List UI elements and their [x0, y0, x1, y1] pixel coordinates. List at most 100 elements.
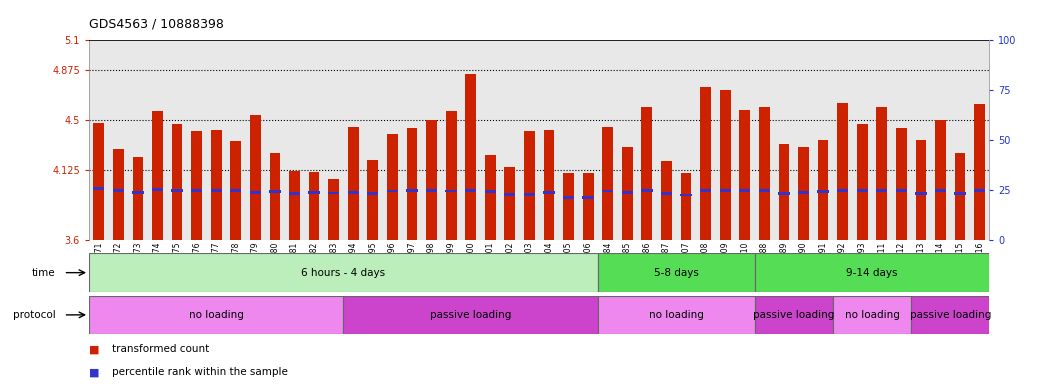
Bar	[563, 196, 574, 199]
Bar	[955, 154, 965, 240]
Bar	[505, 193, 515, 195]
Bar	[856, 189, 868, 192]
Bar	[289, 171, 299, 240]
Text: ■: ■	[89, 344, 99, 354]
Bar	[113, 189, 124, 192]
Bar	[485, 155, 495, 240]
Bar	[343, 296, 598, 334]
Bar	[328, 192, 339, 194]
Bar	[172, 189, 183, 192]
Bar	[172, 124, 182, 240]
Bar	[250, 115, 261, 240]
Bar	[93, 123, 104, 240]
Bar	[465, 189, 476, 192]
Text: 6 hours - 4 days: 6 hours - 4 days	[302, 268, 385, 278]
Bar	[210, 189, 222, 192]
Bar	[602, 190, 614, 192]
Bar	[309, 172, 319, 240]
Bar	[798, 147, 809, 240]
Bar	[661, 192, 672, 195]
Bar	[719, 89, 731, 240]
Bar	[759, 107, 770, 240]
Bar	[543, 190, 555, 194]
Bar	[818, 190, 828, 193]
Bar	[876, 107, 887, 240]
Text: no loading: no loading	[845, 310, 899, 320]
Bar	[582, 196, 594, 199]
Bar	[329, 179, 339, 240]
Bar	[269, 190, 281, 193]
Bar	[210, 129, 222, 240]
Bar	[779, 144, 789, 240]
Bar	[386, 190, 398, 192]
Bar	[661, 161, 672, 240]
Bar	[759, 189, 770, 192]
Bar	[838, 103, 848, 240]
Bar	[132, 190, 143, 194]
Bar	[348, 127, 359, 240]
Bar	[876, 189, 888, 192]
Bar	[89, 296, 343, 334]
Bar	[269, 154, 281, 240]
Text: time: time	[32, 268, 55, 278]
Text: no loading: no loading	[649, 310, 704, 320]
Bar	[191, 189, 202, 192]
Bar	[563, 174, 574, 240]
Bar	[681, 174, 691, 240]
Bar	[230, 141, 241, 240]
Bar	[622, 190, 633, 194]
Bar	[832, 296, 911, 334]
Bar	[583, 174, 594, 240]
Text: ■: ■	[89, 367, 99, 377]
Bar	[505, 167, 515, 240]
Bar	[367, 160, 378, 240]
Text: passive loading: passive loading	[430, 310, 511, 320]
Bar	[798, 190, 809, 194]
Bar	[856, 124, 868, 240]
Bar	[192, 131, 202, 240]
Bar	[895, 189, 907, 192]
Bar	[525, 131, 535, 240]
Text: no loading: no loading	[188, 310, 244, 320]
Bar	[955, 192, 965, 195]
Bar	[367, 192, 378, 195]
Bar	[93, 187, 105, 190]
Text: passive loading: passive loading	[910, 310, 990, 320]
Bar	[975, 104, 985, 240]
Bar	[250, 190, 261, 194]
Bar	[387, 134, 398, 240]
Bar	[739, 109, 750, 240]
Bar	[485, 190, 496, 193]
Bar	[426, 189, 438, 192]
Bar	[89, 253, 598, 292]
Bar	[465, 74, 476, 240]
Bar	[426, 120, 437, 240]
Bar	[230, 189, 242, 192]
Bar	[152, 188, 163, 191]
Text: percentile rank within the sample: percentile rank within the sample	[112, 367, 288, 377]
Bar	[818, 140, 828, 240]
Bar	[446, 111, 456, 240]
Bar	[681, 194, 692, 197]
Bar	[837, 189, 848, 192]
Bar	[289, 192, 300, 195]
Bar	[642, 107, 652, 240]
Bar	[911, 296, 989, 334]
Bar	[406, 128, 418, 240]
Bar	[445, 190, 456, 192]
Bar	[755, 253, 989, 292]
Bar	[915, 192, 927, 195]
Bar	[133, 157, 143, 240]
Bar	[755, 296, 832, 334]
Bar	[719, 189, 731, 192]
Bar	[602, 127, 614, 240]
Bar	[915, 140, 927, 240]
Text: passive loading: passive loading	[753, 310, 834, 320]
Text: GDS4563 / 10888398: GDS4563 / 10888398	[89, 18, 224, 31]
Bar	[543, 129, 554, 240]
Bar	[739, 189, 751, 192]
Bar	[622, 147, 632, 240]
Text: 9-14 days: 9-14 days	[846, 268, 897, 278]
Bar	[309, 190, 319, 194]
Bar	[641, 189, 652, 192]
